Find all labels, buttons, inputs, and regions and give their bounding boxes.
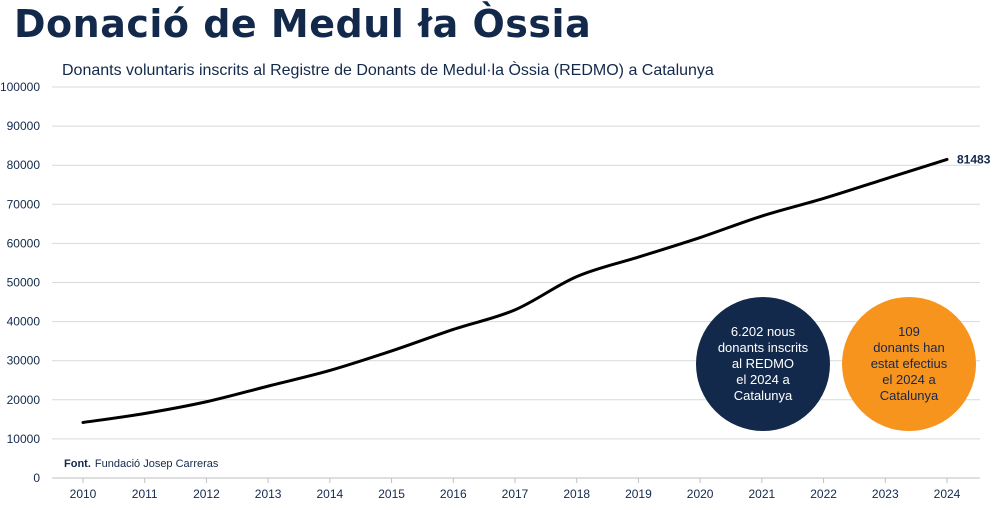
source-label: Font. — [64, 458, 91, 470]
y-tick-label: 70000 — [7, 197, 41, 211]
last-value-label: 81483 — [957, 152, 991, 166]
y-tick-label: 80000 — [7, 158, 41, 172]
x-tick-label: 2012 — [193, 487, 220, 501]
y-tick-label: 30000 — [7, 354, 41, 368]
y-tick-label: 10000 — [7, 432, 41, 446]
x-tick-label: 2020 — [687, 487, 714, 501]
source-text: Fundació Josep Carreras — [94, 458, 219, 470]
x-tick-label: 2013 — [255, 487, 282, 501]
x-tick-label: 2018 — [563, 487, 590, 501]
new-donors-text: 6.202 nous donants inscrits al REDMO el … — [717, 324, 809, 403]
x-tick-label: 2016 — [440, 487, 467, 501]
effective-donors-text: 109 donants han estat efectius el 2024 a… — [870, 324, 948, 403]
y-tick-label: 60000 — [7, 236, 41, 250]
x-tick-label: 2022 — [810, 487, 837, 501]
x-tick-label: 2017 — [502, 487, 529, 501]
source-note: Font. Fundació Josep Carreras — [64, 458, 218, 470]
new-donors-callout: 6.202 nous donants inscrits al REDMO el … — [696, 297, 830, 431]
series-line — [81, 157, 949, 424]
y-tick-label: 40000 — [7, 315, 41, 329]
chart-title: Donants voluntaris inscrits al Registre … — [62, 62, 714, 79]
y-tick-label: 20000 — [7, 393, 41, 407]
effective-donors-callout: 109 donants han estat efectius el 2024 a… — [842, 297, 976, 431]
page-title: Donació de Medul ła Òssia — [14, 2, 592, 46]
y-tick-label: 90000 — [7, 119, 41, 133]
y-tick-label: 50000 — [7, 276, 41, 290]
x-tick-label: 2021 — [749, 487, 776, 501]
x-tick-label: 2014 — [317, 487, 344, 501]
y-tick-label: 0 — [33, 471, 40, 485]
x-tick-label: 2019 — [625, 487, 652, 501]
x-tick-label: 2024 — [934, 487, 961, 501]
x-tick-label: 2011 — [132, 487, 158, 501]
y-tick-label: 100000 — [0, 80, 40, 94]
x-tick-label: 2023 — [872, 487, 899, 501]
x-tick-label: 2015 — [378, 487, 405, 501]
x-tick-label: 2010 — [70, 487, 97, 501]
